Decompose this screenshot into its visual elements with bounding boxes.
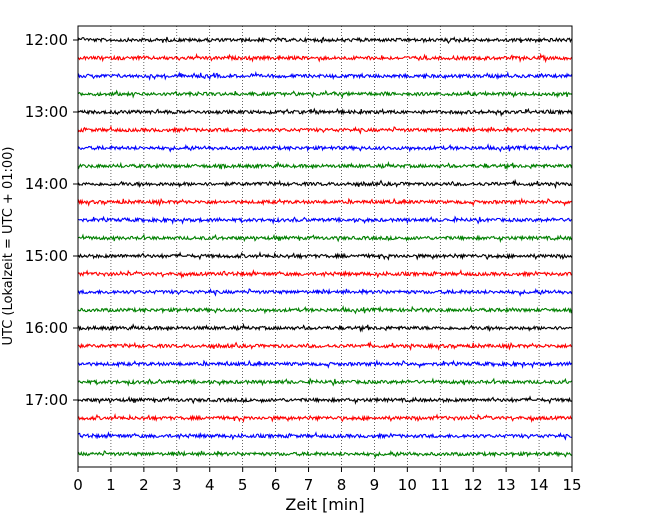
y-tick-label: 17:00 bbox=[25, 391, 68, 409]
seismogram-trace bbox=[77, 197, 573, 207]
y-axis-label: UTC (Lokalzeit = UTC + 01:00) bbox=[1, 147, 16, 346]
seismogram-trace bbox=[77, 107, 573, 117]
x-tick-label: 0 bbox=[73, 476, 83, 494]
y-tick-label: 16:00 bbox=[25, 319, 68, 337]
seismogram-trace bbox=[77, 143, 573, 153]
seismogram-trace bbox=[77, 412, 573, 424]
x-tick-label: 7 bbox=[304, 476, 314, 494]
seismogram-trace bbox=[77, 450, 573, 459]
seismogram-trace bbox=[77, 215, 573, 225]
plot-frame bbox=[77, 25, 573, 468]
x-tick-label: 6 bbox=[271, 476, 281, 494]
x-axis: 0 1 2 3 4 5 6 7 8 9 10 11 12 13 14 15 bbox=[73, 467, 582, 494]
seismogram-trace bbox=[77, 89, 573, 99]
seismogram-trace bbox=[77, 52, 573, 64]
y-tick-label: 13:00 bbox=[25, 103, 68, 121]
seismogram-trace bbox=[77, 160, 573, 171]
x-tick-label: 13 bbox=[497, 476, 516, 494]
seismogram-trace bbox=[77, 322, 573, 333]
x-tick-label: 10 bbox=[398, 476, 417, 494]
seismogram-trace bbox=[77, 36, 573, 44]
seismogram-trace bbox=[77, 233, 573, 244]
seismogram-trace bbox=[77, 395, 573, 406]
seismogram-trace bbox=[77, 377, 573, 387]
y-axis: 12:00 13:00 14:00 15:00 16:00 17:00 bbox=[25, 31, 78, 409]
seismogram-trace bbox=[77, 340, 573, 352]
seismogram-trace bbox=[77, 269, 573, 280]
x-tick-label: 1 bbox=[106, 476, 116, 494]
x-tick-label: 15 bbox=[562, 476, 581, 494]
y-tick-label: 14:00 bbox=[25, 175, 68, 193]
y-tick-label: 15:00 bbox=[25, 247, 68, 265]
seismogram-trace bbox=[77, 125, 573, 135]
seismogram-trace bbox=[77, 250, 573, 261]
trace-group bbox=[77, 36, 573, 459]
seismogram-trace bbox=[77, 287, 573, 297]
x-tick-label: 2 bbox=[139, 476, 149, 494]
x-tick-label: 12 bbox=[464, 476, 483, 494]
x-tick-label: 4 bbox=[205, 476, 215, 494]
x-tick-label: 9 bbox=[370, 476, 380, 494]
seismogram-trace bbox=[77, 431, 573, 441]
x-tick-label: 14 bbox=[530, 476, 549, 494]
y-tick-label: 12:00 bbox=[25, 31, 68, 49]
seismogram-trace bbox=[77, 70, 573, 82]
x-tick-label: 8 bbox=[337, 476, 347, 494]
seismogram-trace bbox=[77, 178, 573, 190]
x-tick-label: 5 bbox=[238, 476, 248, 494]
x-tick-label: 3 bbox=[172, 476, 182, 494]
seismogram-trace bbox=[77, 305, 573, 315]
seismogram-trace bbox=[77, 359, 573, 369]
x-tick-label: 11 bbox=[431, 476, 450, 494]
x-axis-label: Zeit [min] bbox=[285, 495, 364, 514]
